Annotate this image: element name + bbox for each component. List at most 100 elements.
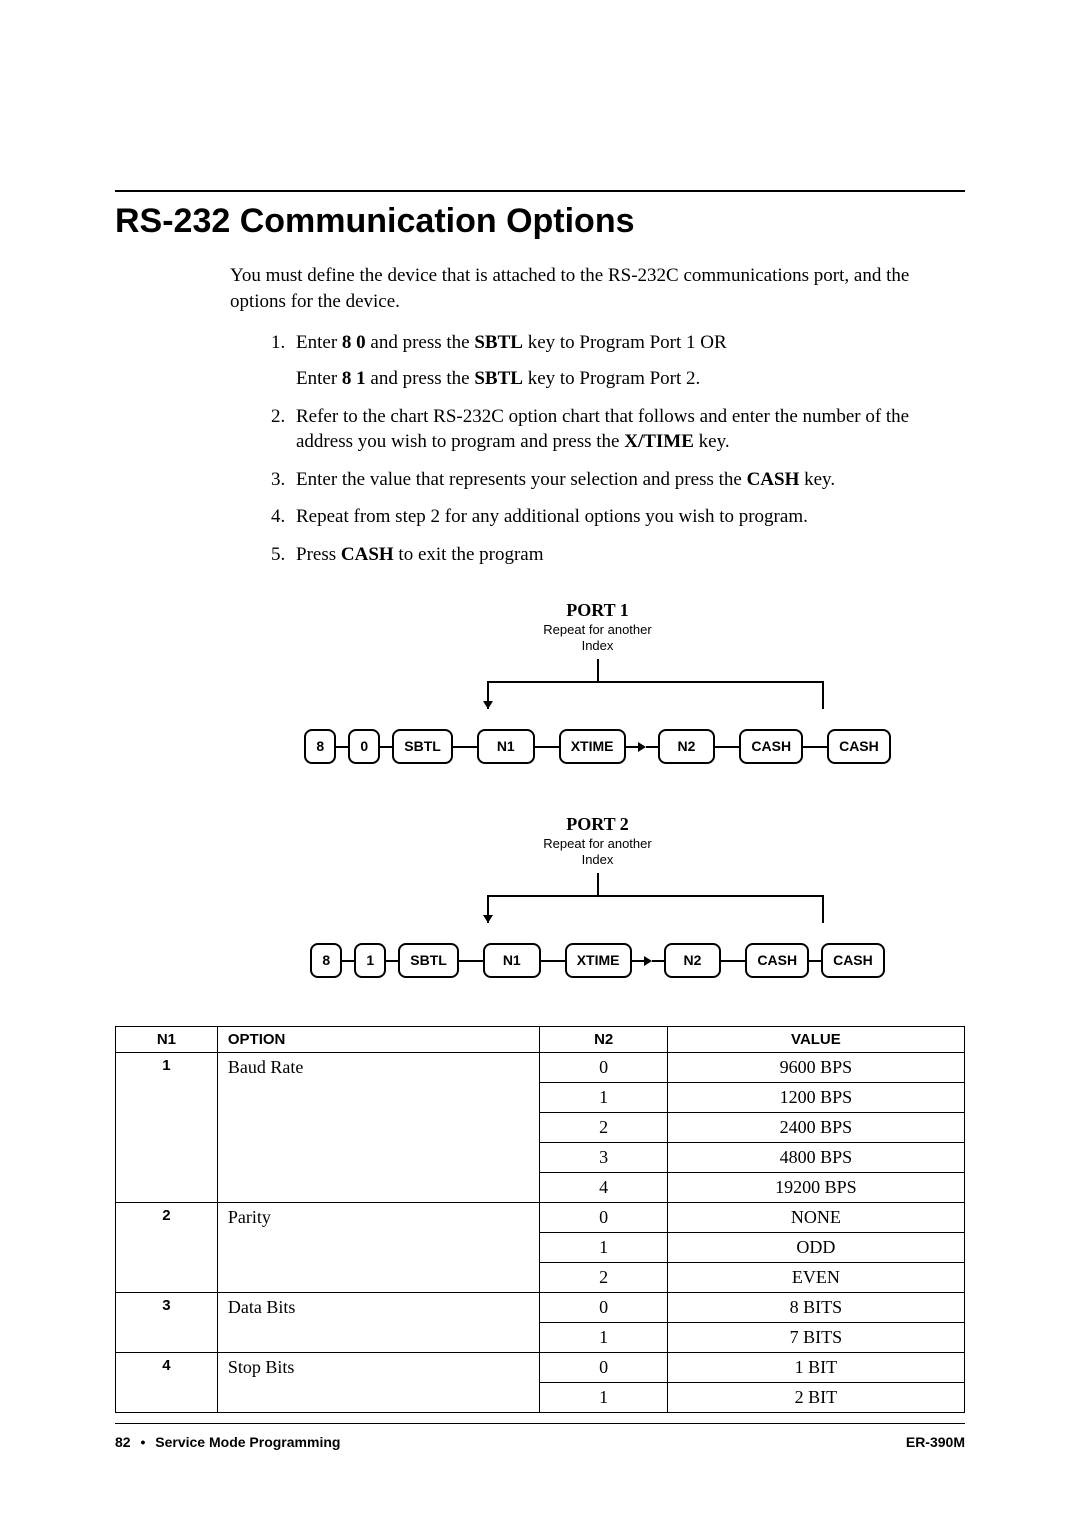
table-row: 4Stop Bits01 BIT: [116, 1353, 965, 1383]
connector: [646, 746, 658, 748]
arrow-icon: [644, 956, 652, 966]
text: Press: [296, 544, 341, 565]
key-1: 1: [354, 943, 386, 978]
key-text: CASH: [747, 469, 800, 490]
loop-arrow-1: [263, 654, 933, 724]
key-sbtl: SBTL: [398, 943, 459, 978]
table-row: 1Baud Rate09600 BPS: [116, 1053, 965, 1083]
cell-value: 2 BIT: [667, 1383, 964, 1413]
cell-value: 2400 BPS: [667, 1113, 964, 1143]
cell-n2: 4: [540, 1173, 667, 1203]
cell-n2: 3: [540, 1143, 667, 1173]
cell-n2: 1: [540, 1323, 667, 1353]
cell-n1: 4: [116, 1353, 218, 1413]
port1-label: PORT 1: [230, 598, 965, 622]
key-text: 8 1: [342, 368, 366, 389]
text: Index: [582, 638, 614, 653]
key-sbtl: SBTL: [392, 729, 453, 764]
key-cash-exit: CASH: [821, 943, 885, 978]
text: Repeat for another: [543, 836, 651, 851]
cell-option: Stop Bits: [217, 1353, 540, 1413]
text: key to Program Port 2.: [523, 368, 700, 389]
footer-bullet: •: [140, 1434, 145, 1450]
top-rule: [115, 190, 965, 192]
text: Index: [582, 852, 614, 867]
text: Repeat for another: [543, 622, 651, 637]
arrow-icon: [638, 742, 646, 752]
connector: [342, 960, 354, 962]
key-cash-exit: CASH: [827, 729, 891, 764]
cell-n1: 2: [116, 1203, 218, 1293]
connector: [453, 746, 477, 748]
connector: [626, 746, 638, 748]
port1-diagram: Repeat for another Index 8 0 SBTL N1 XTI…: [263, 622, 933, 782]
step-1: Enter 8 0 and press the SBTL key to Prog…: [290, 330, 965, 391]
key-cash: CASH: [739, 729, 803, 764]
cell-n1: 3: [116, 1293, 218, 1353]
key-n1: N1: [483, 943, 541, 978]
page-number: 82: [115, 1434, 131, 1450]
key-text: 8 0: [342, 332, 366, 353]
port2-diagram: Repeat for another Index 8 1 SBTL N1 XTI…: [263, 836, 933, 996]
cell-option: Data Bits: [217, 1293, 540, 1353]
loop-arrow-2: [263, 868, 933, 938]
key-n2: N2: [658, 729, 716, 764]
cell-n2: 1: [540, 1083, 667, 1113]
key-text: SBTL: [474, 368, 523, 389]
cell-n1: 1: [116, 1053, 218, 1203]
cell-n2: 0: [540, 1053, 667, 1083]
step-3: Enter the value that represents your sel…: [290, 467, 965, 493]
text: Refer to the chart RS-232C option chart …: [296, 406, 909, 453]
th-n2: N2: [540, 1027, 667, 1053]
step-2: Refer to the chart RS-232C option chart …: [290, 404, 965, 455]
text: to exit the program: [394, 544, 544, 565]
connector: [336, 746, 348, 748]
connector: [715, 746, 739, 748]
repeat-label-1: Repeat for another Index: [543, 622, 651, 653]
cell-n2: 0: [540, 1203, 667, 1233]
cell-option: Parity: [217, 1203, 540, 1293]
connector: [652, 960, 664, 962]
table-header-row: N1 OPTION N2 VALUE: [116, 1027, 965, 1053]
footer-left: 82 • Service Mode Programming: [115, 1434, 340, 1450]
text: key.: [694, 431, 730, 452]
text: key to Program Port 1 OR: [523, 332, 727, 353]
cell-n2: 2: [540, 1113, 667, 1143]
cell-value: EVEN: [667, 1263, 964, 1293]
cell-n2: 1: [540, 1233, 667, 1263]
text: Enter: [296, 332, 342, 353]
connector: [386, 960, 398, 962]
port2-label: PORT 2: [230, 812, 965, 836]
step-4: Repeat from step 2 for any additional op…: [290, 504, 965, 530]
repeat-label-2: Repeat for another Index: [543, 836, 651, 867]
cell-value: 9600 BPS: [667, 1053, 964, 1083]
key-xtime: XTIME: [565, 943, 632, 978]
cell-value: 7 BITS: [667, 1323, 964, 1353]
key-n1: N1: [477, 729, 535, 764]
text: and press the: [366, 332, 475, 353]
key-0: 0: [348, 729, 380, 764]
connector: [632, 960, 644, 962]
key-text: SBTL: [474, 332, 523, 353]
cell-value: ODD: [667, 1233, 964, 1263]
table-row: 2Parity0NONE: [116, 1203, 965, 1233]
cell-option: Baud Rate: [217, 1053, 540, 1203]
connector: [721, 960, 745, 962]
steps-list: Enter 8 0 and press the SBTL key to Prog…: [268, 330, 965, 567]
text: key.: [799, 469, 835, 490]
table-row: 3Data Bits08 BITS: [116, 1293, 965, 1323]
key-8: 8: [304, 729, 336, 764]
intro-paragraph: You must define the device that is attac…: [230, 263, 965, 314]
th-option: OPTION: [217, 1027, 540, 1053]
connector: [803, 746, 827, 748]
cell-n2: 0: [540, 1353, 667, 1383]
key-cash: CASH: [745, 943, 809, 978]
page-title: RS-232 Communication Options: [115, 202, 965, 241]
connector: [380, 746, 392, 748]
step1-line2: Enter 8 1 and press the SBTL key to Prog…: [296, 366, 965, 392]
cell-n2: 1: [540, 1383, 667, 1413]
cell-value: 4800 BPS: [667, 1143, 964, 1173]
text: Enter: [296, 368, 342, 389]
connector: [459, 960, 483, 962]
footer-section: Service Mode Programming: [155, 1434, 340, 1450]
